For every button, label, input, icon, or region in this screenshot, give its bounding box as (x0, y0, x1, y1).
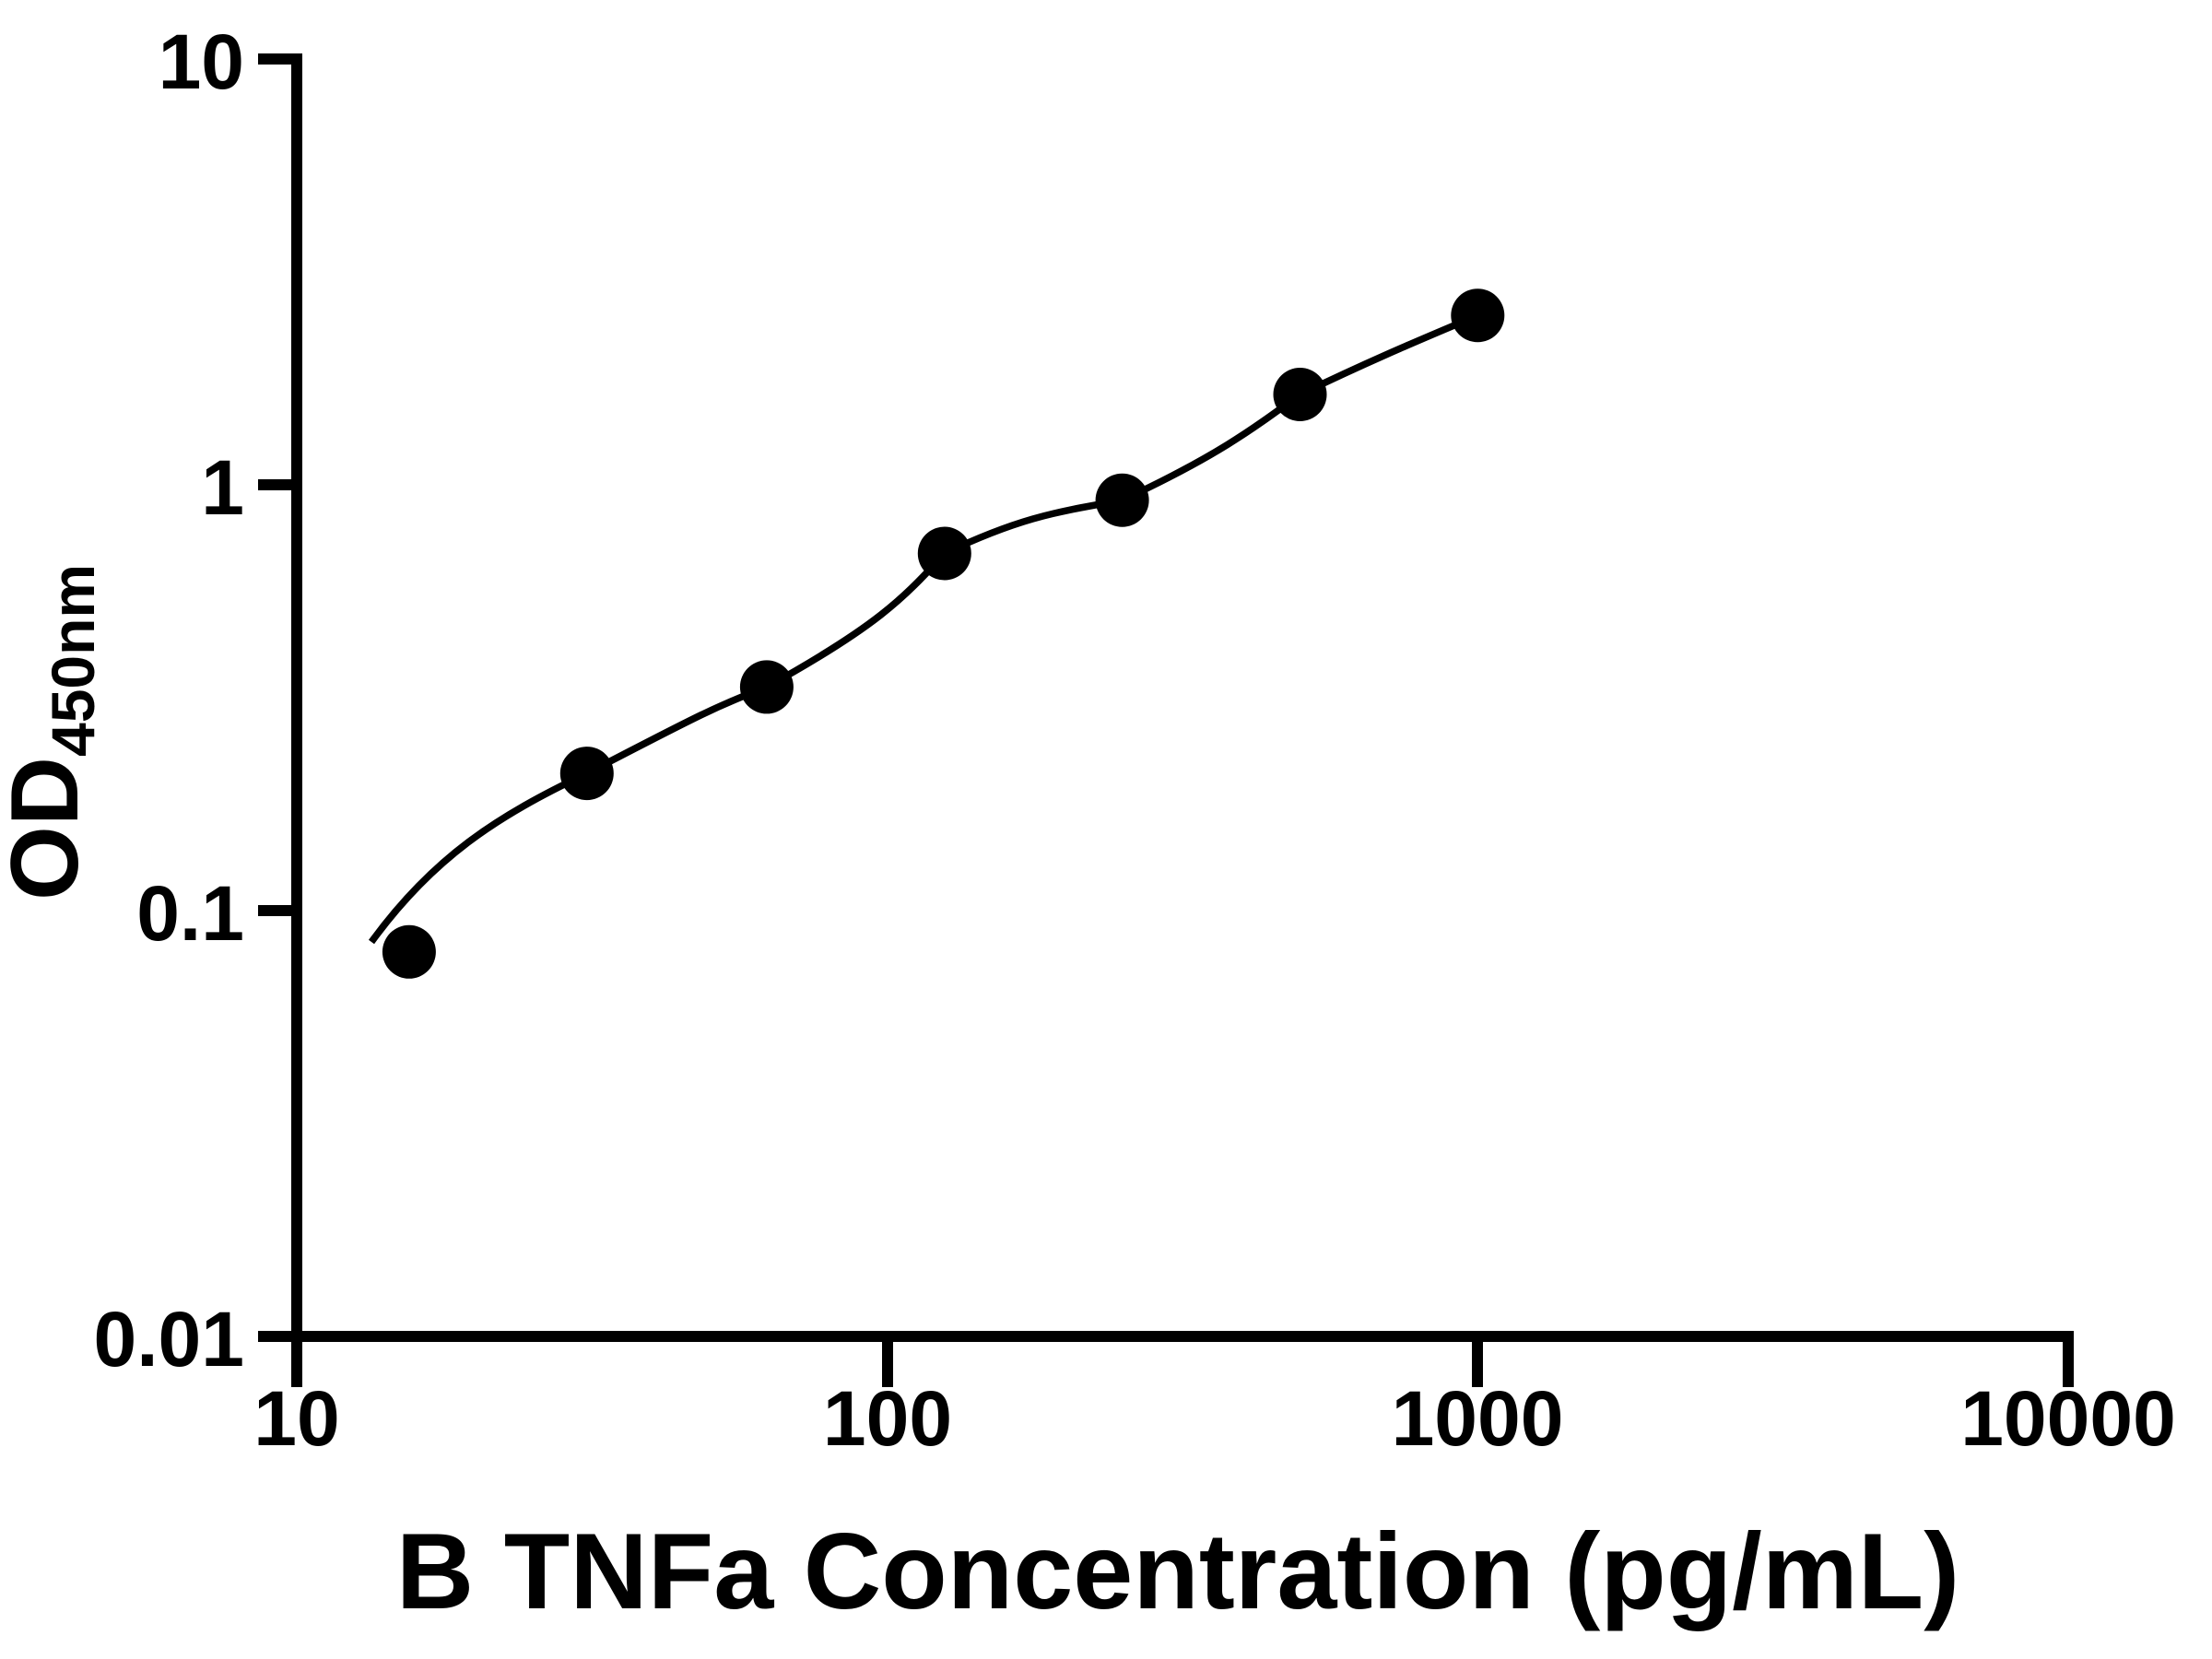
svg-text:1000: 1000 (1392, 1375, 1564, 1462)
svg-text:0.01: 0.01 (94, 1296, 245, 1382)
svg-text:1: 1 (201, 444, 244, 531)
svg-text:10: 10 (253, 1375, 339, 1462)
svg-text:100: 100 (823, 1375, 952, 1462)
svg-text:0.1: 0.1 (136, 870, 244, 957)
svg-text:10000: 10000 (1960, 1375, 2176, 1462)
svg-text:10: 10 (159, 18, 244, 105)
svg-text:B TNFa Concentration (pg/mL): B TNFa Concentration (pg/mL) (396, 1511, 1959, 1631)
